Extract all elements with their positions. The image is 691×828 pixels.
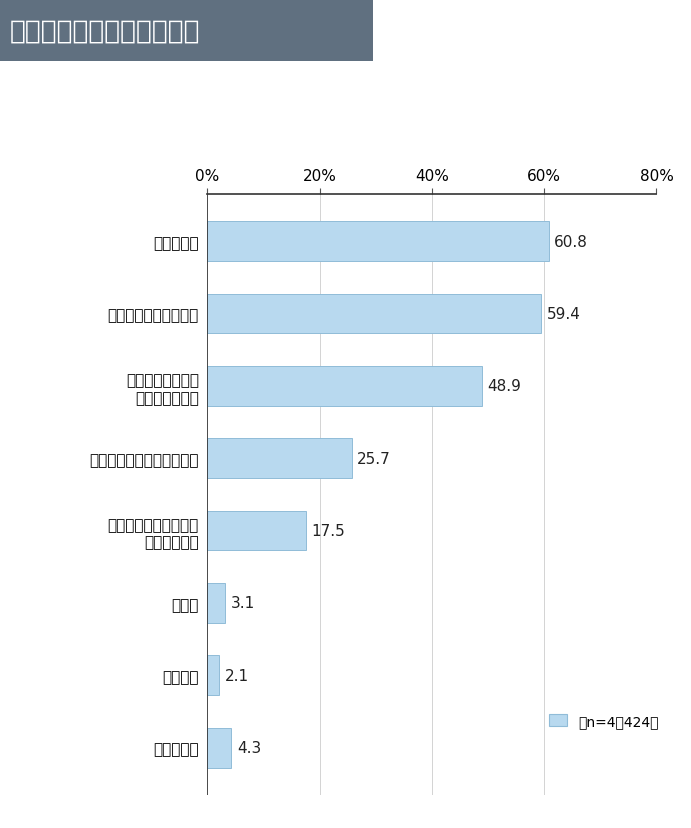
Text: 4.3: 4.3 — [237, 740, 261, 755]
Bar — [207, 728, 231, 768]
Bar — [207, 294, 541, 334]
Text: 25.7: 25.7 — [357, 451, 391, 466]
Text: 3.1: 3.1 — [230, 595, 254, 610]
Legend: （n=4，424）: （n=4，424） — [549, 714, 659, 728]
Text: 2.1: 2.1 — [225, 668, 249, 683]
Bar — [207, 367, 482, 407]
Text: 48.9: 48.9 — [487, 379, 521, 394]
Bar — [207, 222, 549, 262]
Text: 17.5: 17.5 — [311, 523, 345, 538]
Bar — [207, 511, 305, 551]
Text: 60.8: 60.8 — [554, 234, 588, 249]
Bar — [207, 439, 352, 479]
Text: 59.4: 59.4 — [547, 306, 580, 321]
Bar — [207, 656, 219, 696]
Bar — [207, 583, 225, 623]
Text: 外国人労働者に求めるもの: 外国人労働者に求めるもの — [10, 18, 200, 44]
